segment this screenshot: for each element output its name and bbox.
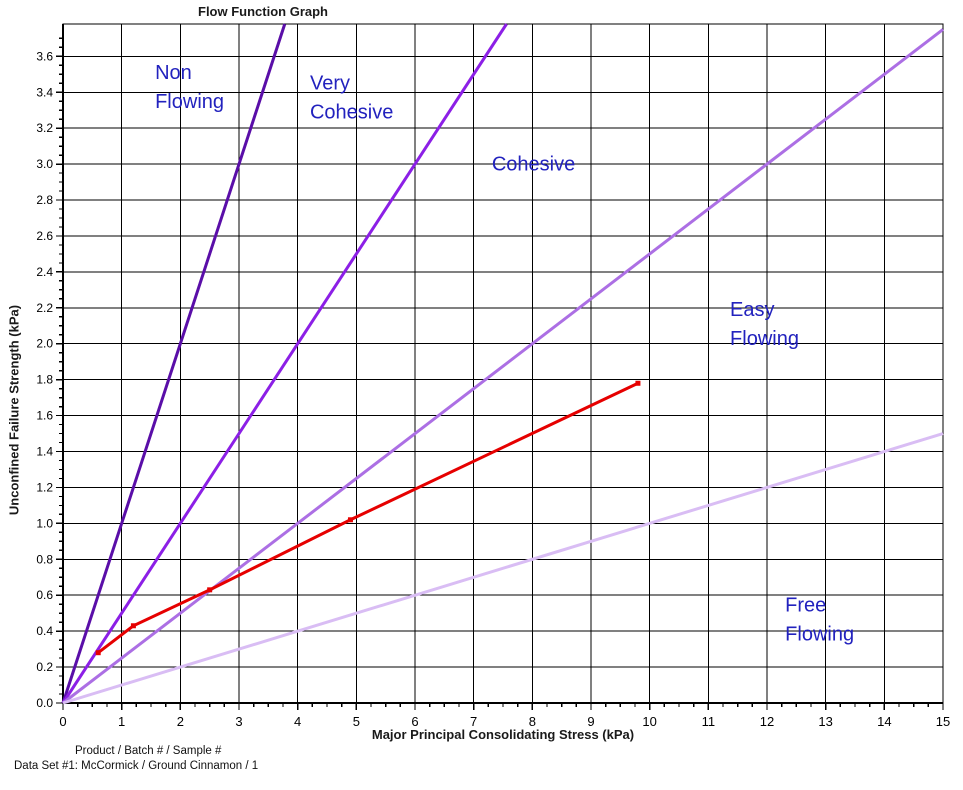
chart-title: Flow Function Graph: [198, 4, 328, 19]
non-flowing-boundary: [61, 23, 287, 704]
x-tick-label: 3: [235, 714, 242, 729]
x-tick-label: 0: [59, 714, 66, 729]
x-tick-label: 8: [529, 714, 536, 729]
y-tick-label: 2.2: [36, 301, 53, 315]
x-tick-label: 4: [294, 714, 301, 729]
y-tick-label: 2.6: [36, 229, 53, 243]
x-tick-label: 5: [353, 714, 360, 729]
series-point-marker: [347, 517, 353, 523]
region-label-non-flowing: Non Flowing: [155, 62, 224, 113]
x-axis-title: Major Principal Consolidating Stress (kP…: [371, 727, 635, 742]
x-tick-label: 6: [411, 714, 418, 729]
x-tick-label: 7: [470, 714, 477, 729]
y-tick-label: 0.8: [36, 552, 53, 566]
series-point-marker: [130, 623, 136, 629]
y-tick-label: 0.6: [36, 588, 53, 602]
y-tick-label: 1.8: [36, 373, 53, 387]
series-point-marker: [207, 587, 213, 593]
y-tick-label: 2.8: [36, 193, 53, 207]
y-tick-label: 1.2: [36, 480, 53, 494]
y-tick-label: 0.0: [36, 696, 53, 710]
x-tick-label: 9: [587, 714, 594, 729]
y-tick-label: 0.2: [36, 660, 53, 674]
y-tick-label: 3.0: [36, 157, 53, 171]
y-tick-label: 3.4: [36, 85, 53, 99]
series-point-marker: [635, 380, 641, 386]
x-tick-label: 12: [760, 714, 774, 729]
x-tick-label: 2: [177, 714, 184, 729]
y-tick-label: 2.4: [36, 265, 53, 279]
x-tick-label: 10: [642, 714, 656, 729]
series-point-marker: [95, 650, 101, 656]
y-tick-label: 2.0: [36, 337, 53, 351]
y-tick-label: 1.6: [36, 409, 53, 423]
x-tick-label: 11: [702, 714, 716, 729]
x-tick-label: 14: [877, 714, 891, 729]
y-tick-label: 3.6: [36, 49, 53, 63]
region-label-free-flowing: Free Flowing: [785, 595, 854, 646]
y-tick-label: 3.2: [36, 121, 53, 135]
y-tick-label: 1.0: [36, 516, 53, 530]
x-tick-label: 1: [118, 714, 125, 729]
footer-dataset-info: Data Set #1: McCormick / Ground Cinnamon…: [14, 760, 259, 772]
y-tick-label: 1.4: [36, 445, 53, 459]
x-tick-label: 13: [818, 714, 832, 729]
footer-product-batch-sample: Product / Batch # / Sample #: [75, 745, 222, 757]
very-cohesive-boundary: [61, 23, 508, 704]
y-tick-label: 0.4: [36, 624, 53, 638]
x-tick-label: 15: [936, 714, 950, 729]
region-label-very-cohesive: Very Cohesive: [310, 73, 393, 124]
easy-flowing-boundary: [62, 432, 944, 705]
region-label-easy-flowing: Easy Flowing: [730, 299, 799, 350]
region-label-cohesive: Cohesive: [492, 154, 575, 176]
